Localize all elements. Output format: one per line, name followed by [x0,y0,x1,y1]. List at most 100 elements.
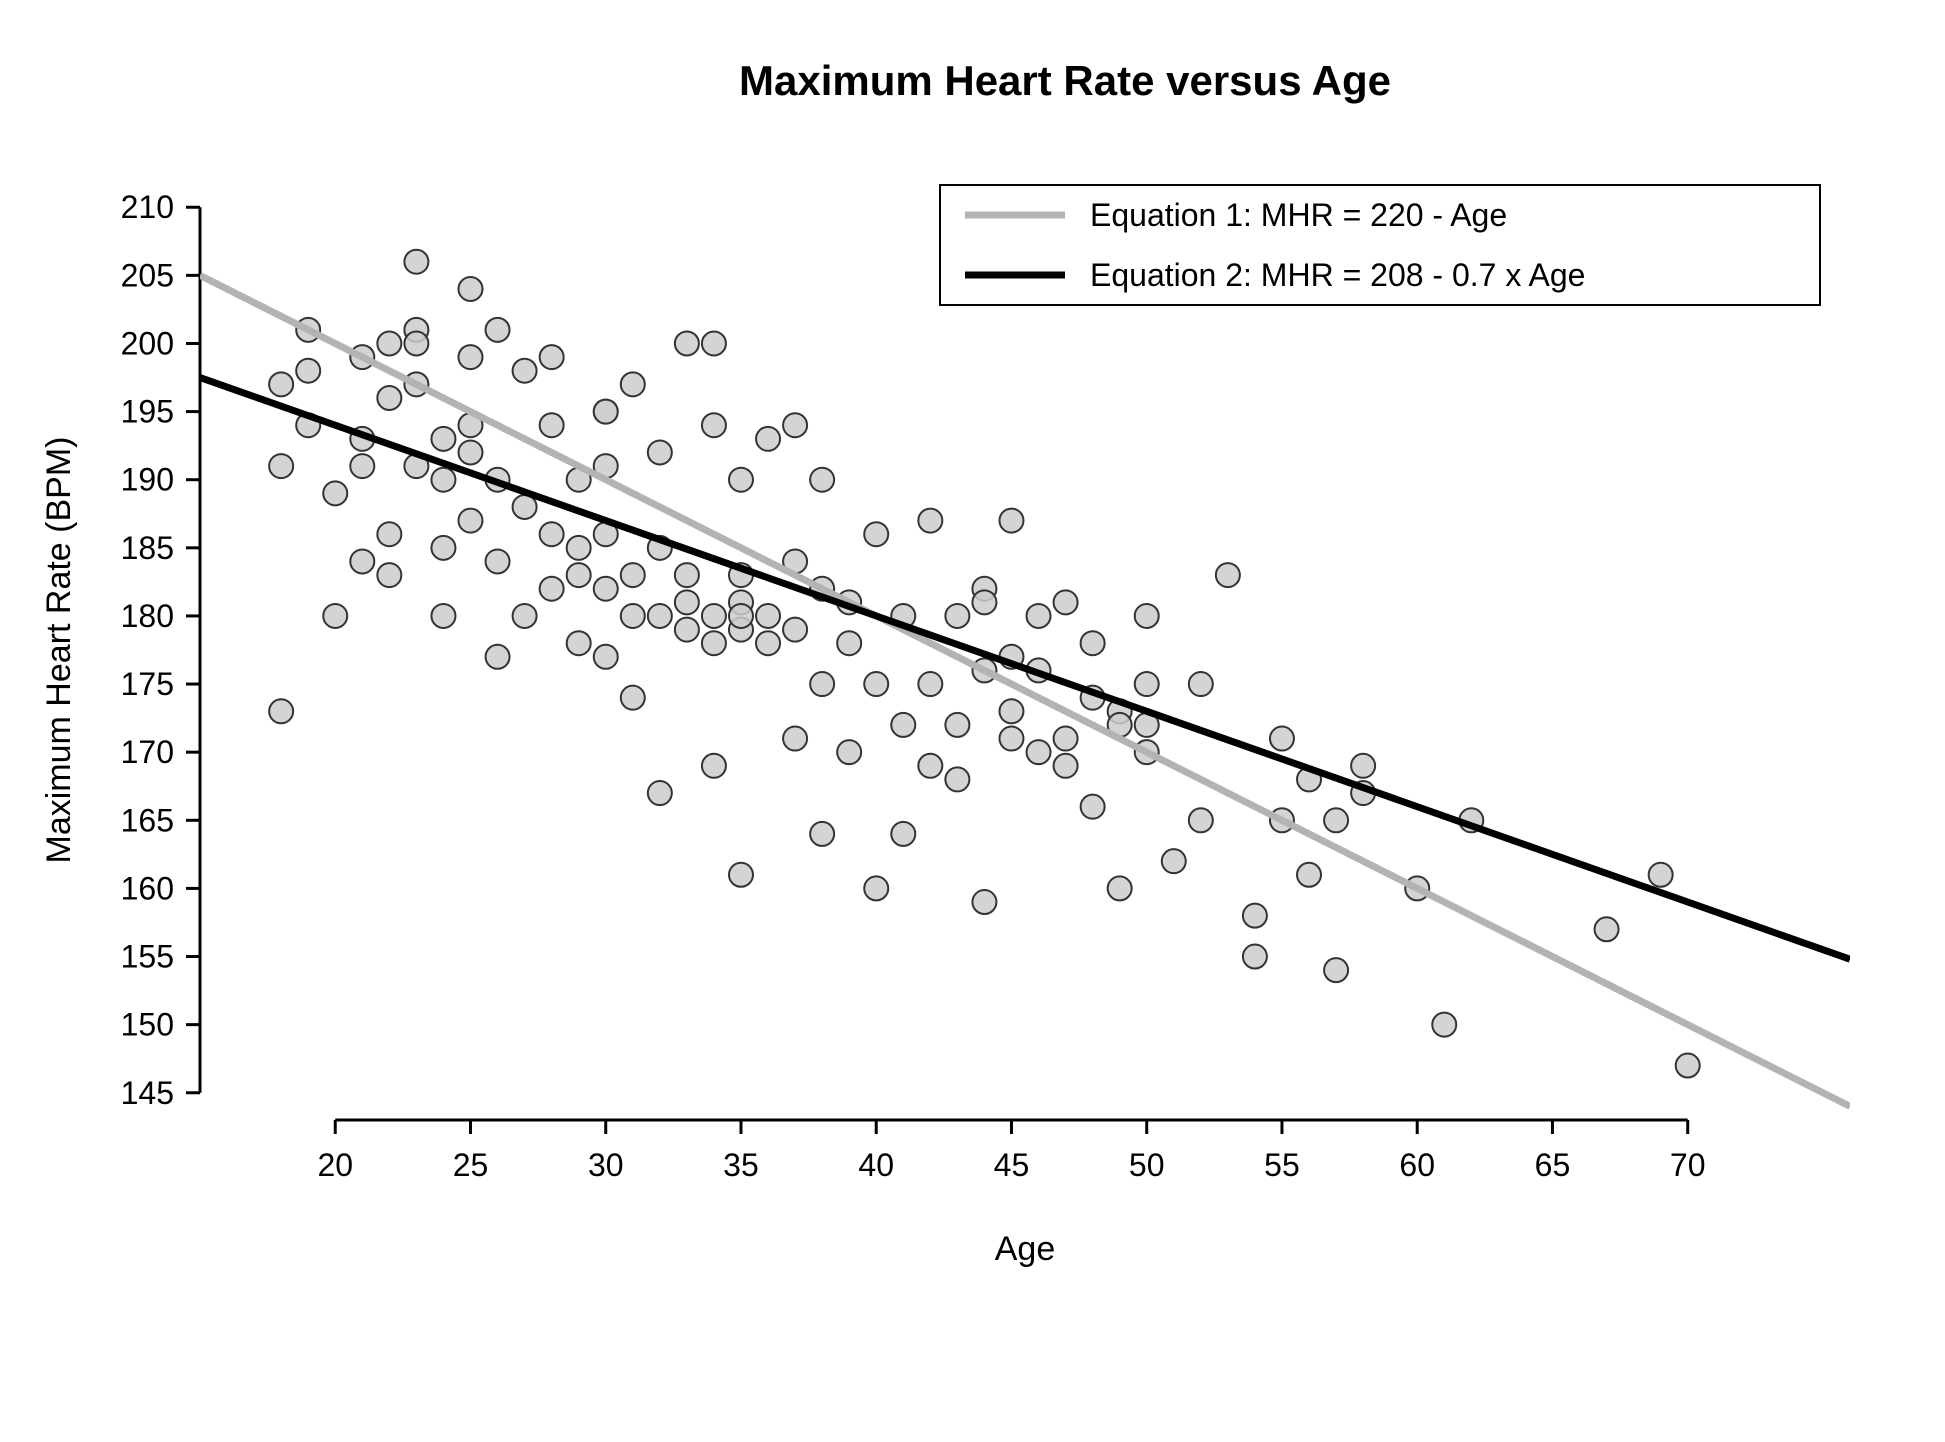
scatter-point [702,413,726,437]
scatter-point [675,563,699,587]
scatter-point [945,767,969,791]
scatter-point [621,604,645,628]
scatter-point [864,672,888,696]
x-tick-label: 60 [1399,1147,1435,1183]
scatter-point [756,604,780,628]
x-tick-label: 70 [1670,1147,1706,1183]
y-axis-label: Maximum Heart Rate (BPM) [40,437,78,864]
y-tick-label: 145 [121,1075,174,1111]
y-tick-label: 160 [121,870,174,906]
scatter-point [891,822,915,846]
scatter-point [648,440,672,464]
scatter-point [918,509,942,533]
y-tick-label: 195 [121,394,174,430]
scatter-point [918,672,942,696]
scatter-point [513,604,537,628]
legend-label-eq1: Equation 1: MHR = 220 - Age [1090,197,1507,233]
scatter-point [1270,727,1294,751]
scatter-point [1243,904,1267,928]
scatter-point [1054,590,1078,614]
scatter-point [377,386,401,410]
scatter-point [540,522,564,546]
scatter-point [756,631,780,655]
scatter-point [864,876,888,900]
x-tick-label: 35 [723,1147,759,1183]
scatter-point [540,345,564,369]
x-tick-label: 30 [588,1147,624,1183]
y-tick-label: 210 [121,189,174,225]
y-tick-label: 180 [121,598,174,634]
scatter-point [567,563,591,587]
scatter-point [594,577,618,601]
scatter-point [1649,863,1673,887]
scatter-point [702,754,726,778]
scatter-point [756,427,780,451]
scatter-point [837,631,861,655]
scatter-point [431,536,455,560]
scatter-point [296,359,320,383]
x-tick-label: 45 [994,1147,1030,1183]
scatter-point [675,590,699,614]
scatter-point [513,359,537,383]
y-tick-label: 170 [121,734,174,770]
scatter-point [999,727,1023,751]
x-tick-label: 55 [1264,1147,1300,1183]
y-tick-label: 185 [121,530,174,566]
scatter-point [1108,876,1132,900]
scatter-point [350,549,374,573]
scatter-point [1351,754,1375,778]
scatter-point [783,618,807,642]
scatter-point [621,563,645,587]
scatter-point [999,509,1023,533]
scatter-point [377,522,401,546]
scatter-point [486,645,510,669]
scatter-point [404,250,428,274]
scatter-point [269,454,293,478]
scatter-point [702,604,726,628]
y-tick-label: 200 [121,325,174,361]
scatter-point [431,604,455,628]
scatter-point [783,413,807,437]
scatter-point [864,522,888,546]
scatter-point [1432,1013,1456,1037]
scatter-point [458,277,482,301]
regression-line-eq2 [200,378,1850,960]
y-tick-label: 190 [121,462,174,498]
scatter-point [1081,795,1105,819]
scatter-point [891,713,915,737]
y-tick-label: 155 [121,939,174,975]
scatter-point [1324,958,1348,982]
scatter-point [323,604,347,628]
scatter-point [972,590,996,614]
chart-title: Maximum Heart Rate versus Age [739,57,1391,104]
x-tick-label: 65 [1535,1147,1571,1183]
scatter-point [810,468,834,492]
scatter-point [1027,740,1051,764]
scatter-point [486,549,510,573]
scatter-point [1297,863,1321,887]
scatter-point [1324,808,1348,832]
scatter-point [458,345,482,369]
x-tick-label: 40 [858,1147,894,1183]
x-tick-label: 50 [1129,1147,1165,1183]
scatter-point [594,645,618,669]
scatter-point [269,699,293,723]
scatter-point [648,604,672,628]
scatter-point [1216,563,1240,587]
regression-line-eq1 [200,275,1850,1106]
scatter-point [1189,808,1213,832]
scatter-point [1162,849,1186,873]
scatter-point [648,781,672,805]
scatter-point [458,440,482,464]
scatter-point [621,372,645,396]
scatter-point [431,427,455,451]
scatter-point [999,699,1023,723]
scatter-point [810,672,834,696]
scatter-chart-svg: Maximum Heart Rate versus Age20253035404… [0,0,1945,1442]
scatter-point [783,727,807,751]
y-tick-label: 205 [121,257,174,293]
scatter-point [567,536,591,560]
x-tick-label: 25 [453,1147,489,1183]
scatter-point [1595,917,1619,941]
scatter-point [675,331,699,355]
